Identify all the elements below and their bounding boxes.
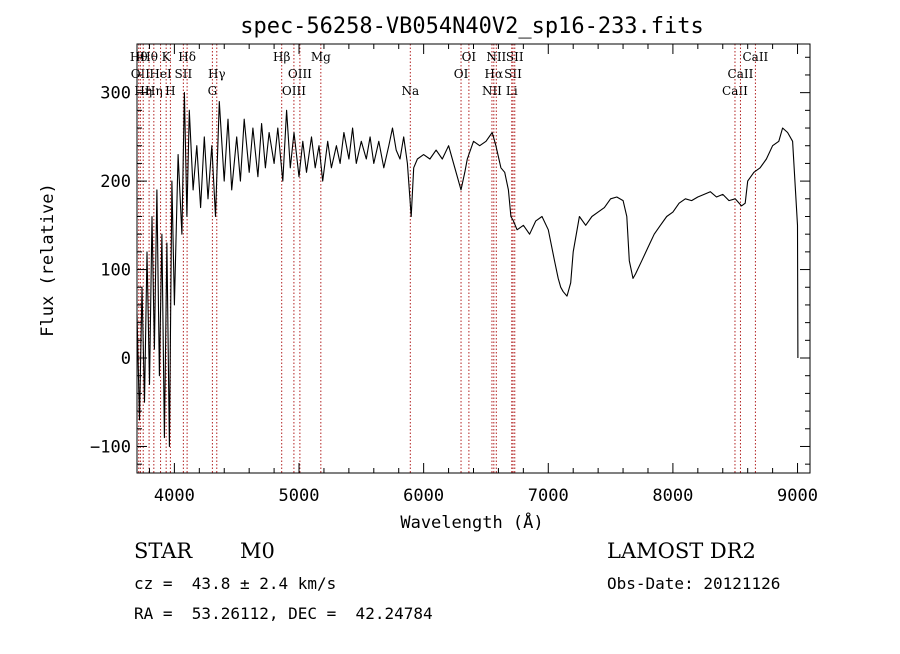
line-marker-label-9: Hδ: [178, 50, 196, 64]
y-tick-label-0: −100: [90, 437, 131, 457]
y-tick-label-3: 200: [100, 172, 131, 192]
line-marker-label-21: NII: [486, 50, 506, 64]
plot-frame: [136, 43, 811, 474]
line-marker-label-10: G: [208, 84, 218, 98]
coordinates: RA = 53.26112, DEC = 42.24784: [134, 604, 433, 623]
line-marker-label-26: CaII: [728, 67, 754, 81]
x-tick-label-5: 9000: [777, 486, 818, 506]
spectral-subclass: M0: [240, 539, 275, 563]
chart-title: spec-56258-VB054N40V2_sp16-233.fits: [240, 14, 704, 39]
line-marker-label-12: Hβ: [273, 50, 290, 64]
line-marker-label-18: OI: [462, 50, 477, 64]
line-marker-label-27: CaII: [742, 50, 768, 64]
x-tick-label-0: 4000: [154, 486, 195, 506]
x-axis-title: Wavelength (Å): [400, 511, 543, 533]
line-marker-label-16: Na: [401, 84, 419, 98]
y-tick-label-2: 100: [100, 261, 131, 281]
y-tick-label-4: 300: [100, 84, 131, 104]
line-marker-label-7: H: [165, 84, 175, 98]
y-tick-label-1: 0: [121, 349, 131, 369]
line-marker-label-25: CaII: [722, 84, 748, 98]
emission-line-markers: HθOIIHηHθHηHeIKHSIIHδGHγHβOIIIOIIIMgNaOI…: [130, 44, 769, 473]
line-marker-label-20: Hα: [485, 67, 504, 81]
line-marker-label-17: OI: [454, 67, 469, 81]
plot-axes: 4000 5000 6000 7000 8000 9000 −100 0 100 200 300: [90, 43, 818, 506]
line-marker-label-13: OIII: [282, 84, 306, 98]
x-tick-label-2: 6000: [403, 486, 444, 506]
line-marker-label-15: Mg: [311, 50, 331, 64]
line-marker-label-1: OII: [131, 67, 151, 81]
x-tick-label-4: 8000: [652, 486, 693, 506]
line-marker-label-6: K: [162, 50, 172, 64]
object-class: STAR: [134, 539, 193, 563]
y-axis-title: Flux (relative): [38, 183, 58, 337]
spectrum-series: [136, 92, 799, 448]
redshift-readout: cz = 43.8 ± 2.4 km/s: [134, 574, 337, 593]
line-marker-label-19: NII: [482, 84, 502, 98]
spectrum-line-0: [136, 92, 799, 448]
line-marker-label-11: Hγ: [208, 67, 226, 81]
x-tick-label-1: 5000: [279, 486, 320, 506]
survey-label: LAMOST DR2: [607, 539, 756, 563]
line-marker-label-3: Hθ: [140, 50, 158, 64]
line-marker-label-24: SII: [506, 50, 524, 64]
line-marker-label-4: Hη: [145, 84, 163, 98]
line-marker-label-23: SII: [504, 67, 522, 81]
line-marker-label-5: HeI: [149, 67, 172, 81]
x-tick-label-3: 7000: [528, 486, 569, 506]
line-marker-label-14: OIII: [288, 67, 312, 81]
line-marker-label-2: Hη: [134, 84, 152, 98]
line-marker-label-8: SII: [175, 67, 193, 81]
line-marker-label-22: Li: [506, 84, 518, 98]
obs-date: Obs-Date: 20121126: [607, 574, 781, 593]
